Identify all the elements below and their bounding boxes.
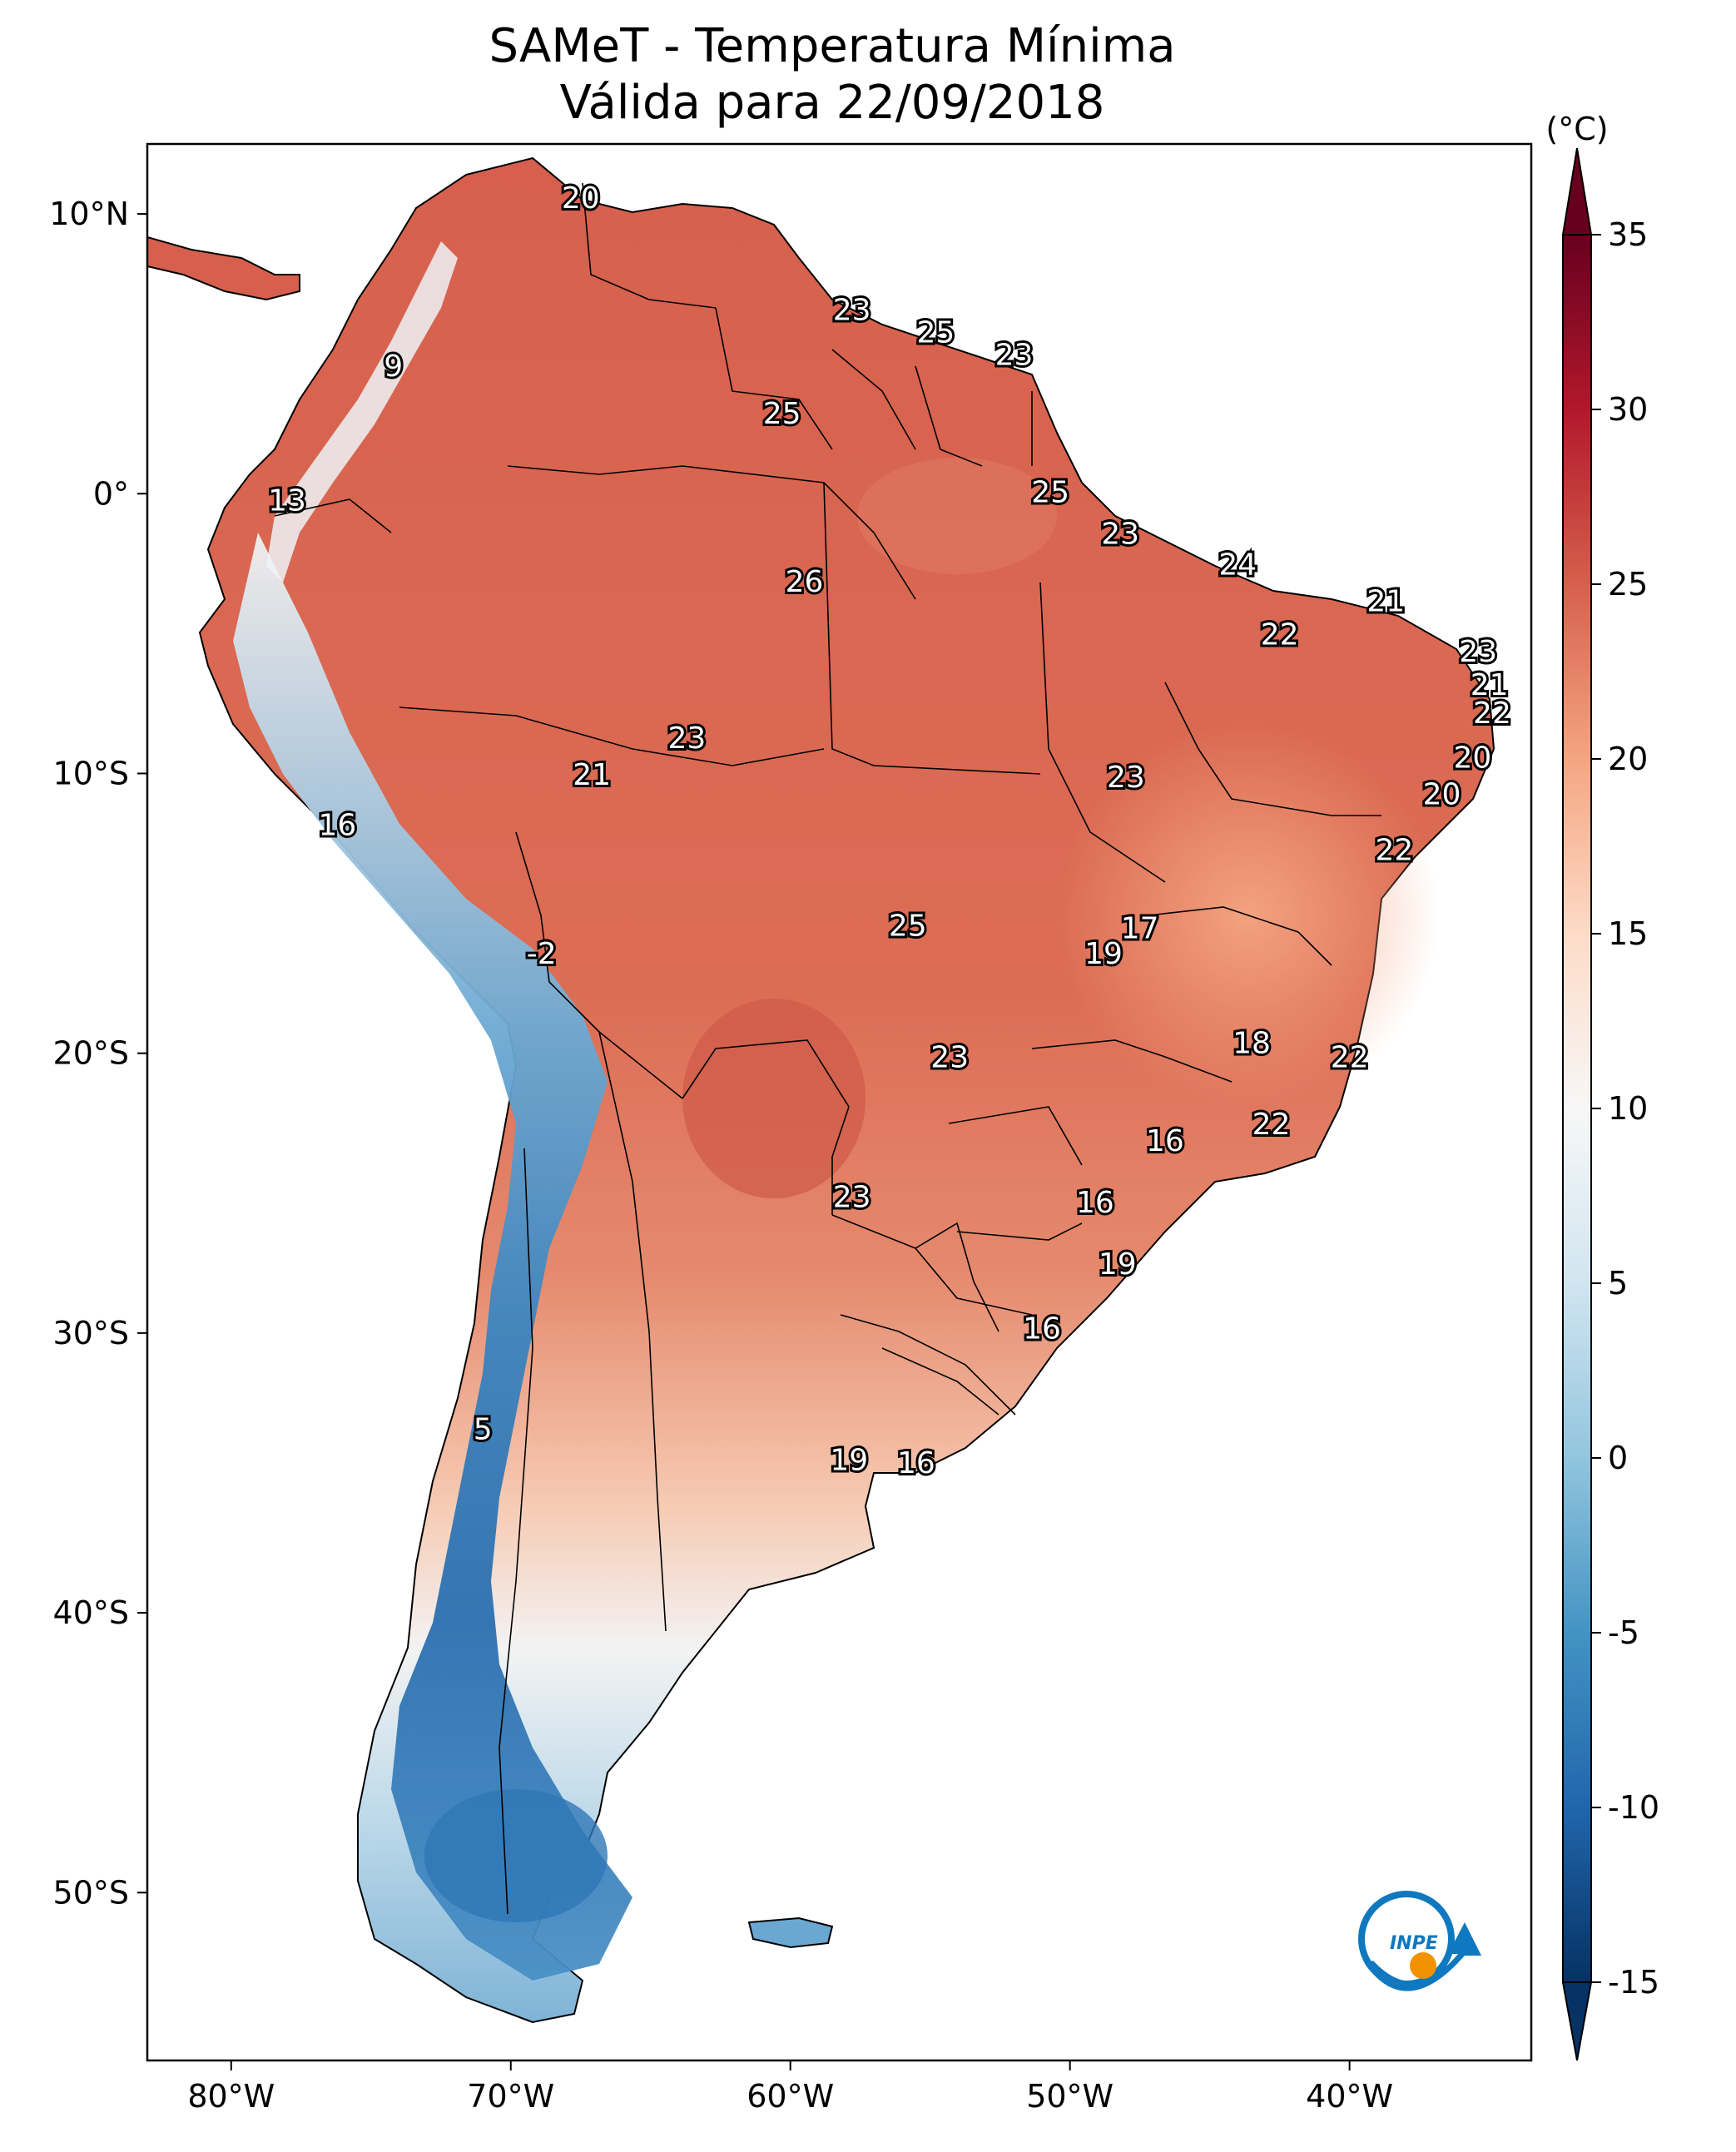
- temperature-label: 23: [667, 721, 706, 756]
- colorbar-bar: [1562, 234, 1592, 1983]
- colorbar-tick-label: 20: [1608, 741, 1648, 777]
- lat-tick-label: 10°N: [49, 196, 129, 232]
- temperature-label: 25: [889, 909, 927, 943]
- colorbar-tick-label: 35: [1608, 216, 1648, 253]
- logo-text: INPE: [1390, 1933, 1438, 1954]
- colorbar-tick-label: 15: [1608, 915, 1648, 952]
- temperature-label: 23: [833, 294, 871, 328]
- temperature-label: 21: [573, 758, 611, 792]
- temperature-label: 20: [1423, 777, 1461, 811]
- temperature-label: 25: [1031, 475, 1069, 509]
- temperature-label: 9: [384, 350, 403, 384]
- temperature-label: 22: [1252, 1108, 1291, 1142]
- map-frame-border: [146, 142, 1533, 2062]
- lat-tick-label: 0°: [93, 475, 129, 512]
- patagonia-cold-core: [424, 1789, 608, 1922]
- logo-orange-dot: [1410, 1952, 1436, 1979]
- lon-tick-label: 50°W: [1026, 2078, 1114, 2115]
- temperature-label: 23: [930, 1040, 969, 1074]
- temperature-label: 22: [1375, 834, 1413, 868]
- country-borders: [274, 182, 1381, 1915]
- temperature-label: 23: [1107, 761, 1145, 795]
- colorbar-tick-label: -5: [1608, 1614, 1639, 1651]
- lon-tick-label: 70°W: [467, 2078, 554, 2115]
- temperature-label: 16: [1146, 1124, 1184, 1158]
- colorbar-tick-label: 10: [1608, 1090, 1648, 1127]
- colombian-andes: [266, 241, 458, 583]
- lat-tick-label: 40°S: [53, 1594, 129, 1631]
- temperature-label: 16: [1076, 1186, 1114, 1220]
- temperature-label: 19: [1084, 937, 1123, 971]
- lon-tick-label: 60°W: [746, 2078, 834, 2115]
- map-title: SAMeT - Temperatura Mínima Válida para 2…: [0, 18, 1664, 131]
- colorbar-tick-label: 0: [1608, 1440, 1628, 1476]
- lat-tick-label: 20°S: [53, 1035, 129, 1072]
- temperature-label: 19: [830, 1444, 868, 1478]
- lat-tick-label: 10°S: [53, 755, 129, 791]
- lon-tick-label: 80°W: [187, 2078, 275, 2115]
- temperature-label: 19: [1099, 1247, 1137, 1282]
- colorbar-ticks: 35 30 25 20 15 10 5 0 -5 -10 -15: [1591, 216, 1659, 2001]
- temperature-label: 25: [763, 397, 801, 431]
- temperature-label: 18: [1233, 1027, 1271, 1061]
- temperature-label: 5: [474, 1413, 493, 1447]
- temperature-label: 21: [1471, 668, 1509, 702]
- colorbar-tick-label: -15: [1608, 1964, 1659, 2001]
- colorbar-tick-label: 25: [1608, 566, 1648, 602]
- temperature-label: 25: [916, 316, 955, 350]
- temperature-label: 23: [1459, 635, 1497, 669]
- temperature-label: 16: [319, 808, 357, 842]
- temperature-label: 22: [1331, 1040, 1369, 1074]
- temperature-label: 22: [1473, 697, 1511, 731]
- longitude-ticks: 80°W 70°W 60°W 50°W 40°W: [187, 2060, 1393, 2115]
- colorbar-max-arrow: [1561, 147, 1593, 236]
- cooler-highland-north: [857, 458, 1057, 574]
- colorbar-min-arrow: [1561, 1981, 1593, 2061]
- temperature-label: 24: [1218, 548, 1257, 583]
- temperature-label: 23: [833, 1180, 871, 1214]
- lon-tick-label: 40°W: [1306, 2078, 1393, 2115]
- temperature-label: 13: [268, 483, 306, 518]
- colorbar-tick-label: 5: [1608, 1265, 1628, 1302]
- temperature-label: 22: [1261, 618, 1299, 652]
- temperature-label: 16: [897, 1446, 935, 1480]
- temperature-label: -2: [527, 937, 557, 971]
- temperature-label: 16: [1023, 1312, 1061, 1346]
- falkland-islands: [747, 1916, 834, 1949]
- colorbar-unit: (°C): [1545, 111, 1608, 147]
- title-line-2: Válida para 22/09/2018: [559, 76, 1105, 130]
- colorbar-tick-label: -10: [1608, 1789, 1659, 1826]
- lat-tick-label: 30°S: [53, 1315, 129, 1351]
- title-line-1: SAMeT - Temperatura Mínima: [489, 19, 1176, 73]
- warm-core-paraguay: [682, 999, 866, 1198]
- temperature-label: 17: [1121, 912, 1159, 946]
- central-america: [147, 236, 300, 301]
- lat-tick-label: 50°S: [53, 1874, 129, 1911]
- temperature-label: 20: [562, 181, 600, 216]
- andes-cold-band: [233, 533, 632, 1981]
- temperature-label: 21: [1366, 584, 1405, 618]
- inpe-logo: INPE: [1358, 1891, 1481, 1991]
- colorbar: (°C) 35 30 25 20 15 10 5 0 -5 -10 -15: [1545, 111, 1659, 2061]
- temperature-label: 26: [786, 565, 824, 599]
- temperature-label: 23: [995, 339, 1034, 373]
- temperature-label: 20: [1454, 741, 1492, 776]
- temperature-label: 23: [1101, 518, 1139, 552]
- latitude-ticks: 10°N 0° 10°S 20°S 30°S 40°S 50°S: [49, 196, 147, 1911]
- colorbar-tick-label: 30: [1608, 391, 1648, 428]
